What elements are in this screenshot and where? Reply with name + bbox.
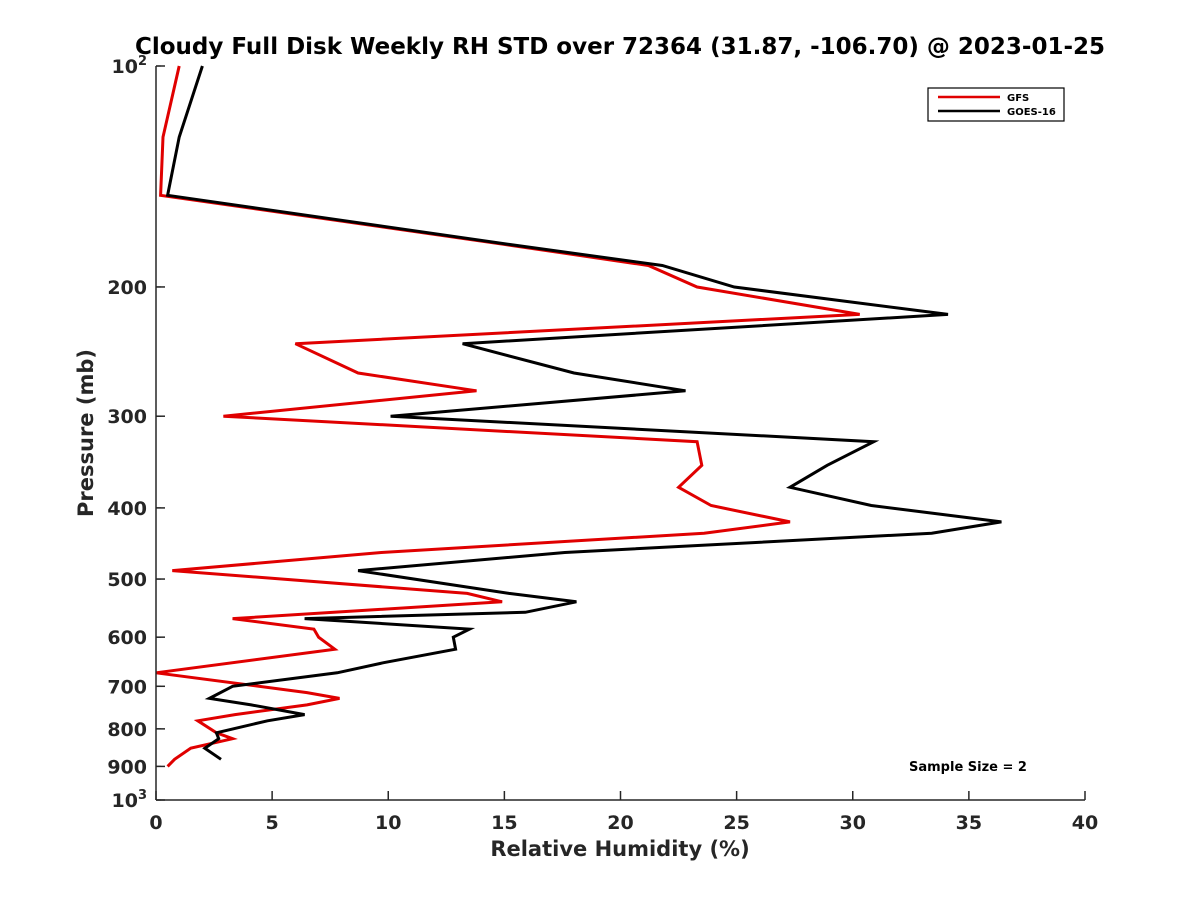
- series-layer: [155, 65, 1002, 768]
- y-tick-label: 300: [107, 406, 147, 428]
- x-tick-label: 30: [840, 812, 866, 834]
- x-tick-label: 35: [956, 812, 982, 834]
- y-tick-label-exponent: 103: [112, 788, 148, 812]
- chart-title: Cloudy Full Disk Weekly RH STD over 7236…: [135, 34, 1105, 60]
- x-tick-label: 0: [149, 812, 162, 834]
- sample-size-annotation: Sample Size = 2: [909, 760, 1027, 775]
- series-line-goes-16: [165, 65, 1002, 761]
- x-tick-label: 40: [1072, 812, 1098, 834]
- y-tick-label: 900: [107, 756, 147, 778]
- y-tick-label: 800: [107, 719, 147, 741]
- y-tick-label: 600: [107, 627, 147, 649]
- x-tick-label: 5: [266, 812, 279, 834]
- y-tick-label: 500: [107, 569, 147, 591]
- y-tick-label: 400: [107, 498, 147, 520]
- x-tick-label: 20: [607, 812, 633, 834]
- x-axis-label: Relative Humidity (%): [490, 837, 749, 861]
- x-tick-label: 15: [491, 812, 517, 834]
- axes: 0 5 10 15 20 25 30 35 40 200 300 400 500 600 700 800 900…: [107, 54, 1098, 834]
- legend: GFS GOES-16: [927, 87, 1065, 122]
- x-tick-label: 10: [375, 812, 401, 834]
- x-tick-label: 25: [723, 812, 749, 834]
- y-tick-label: 200: [107, 277, 147, 299]
- legend-label-gfs: GFS: [1007, 93, 1029, 104]
- legend-label-goes-16: GOES-16: [1007, 107, 1056, 118]
- y-tick-label: 700: [107, 676, 147, 698]
- series-line-gfs: [155, 65, 860, 768]
- y-tick-label-exponent: 102: [112, 54, 148, 78]
- y-axis-label: Pressure (mb): [74, 349, 98, 517]
